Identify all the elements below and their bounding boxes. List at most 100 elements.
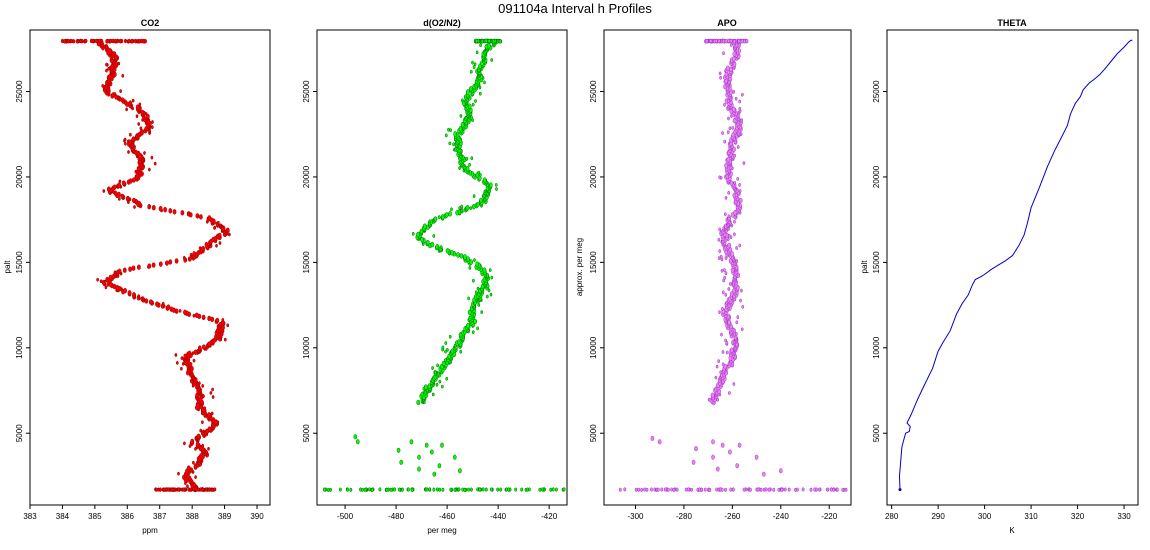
data-point [670, 487, 674, 492]
data-point [430, 449, 434, 455]
data-point [153, 161, 157, 166]
data-point [195, 213, 200, 219]
data-point [725, 65, 730, 71]
panel-co2: CO2 ppm palt 383 384 385 386 387 388 389 390 50… [3, 18, 271, 535]
data-point [742, 161, 746, 166]
data-point [204, 487, 208, 492]
y-axis-label: palt [860, 260, 869, 274]
data-point [469, 487, 473, 492]
data-point [728, 391, 731, 395]
data-point [432, 471, 437, 477]
x-axis-label: ppm [142, 526, 158, 535]
data-point [113, 92, 117, 96]
data-point [197, 345, 202, 351]
data-point [717, 38, 721, 44]
data-point [459, 253, 464, 259]
data-point [196, 433, 201, 439]
data-point [460, 98, 464, 103]
y-axis: 5000 10000 15000 20000 25000 [15, 80, 30, 442]
data-point [192, 460, 195, 465]
data-point [520, 487, 524, 492]
data-point [492, 39, 496, 44]
data-point [166, 304, 171, 310]
data-point [714, 375, 718, 380]
y-tick-label: 20000 [589, 165, 598, 188]
data-point [813, 487, 817, 492]
data-point [469, 86, 473, 92]
data-point [708, 487, 712, 492]
data-point [720, 442, 725, 448]
data-point [155, 301, 159, 307]
data-point [182, 487, 186, 492]
x-tick-label: -440 [490, 512, 507, 521]
data-point [452, 142, 455, 147]
data-point [459, 114, 463, 118]
x-tick-label: 387 [153, 512, 167, 521]
data-point [465, 157, 469, 161]
data-point [438, 487, 442, 492]
data-point [772, 487, 776, 492]
data-point [474, 99, 477, 103]
data-point [717, 359, 721, 364]
data-point [444, 212, 449, 218]
data-point [180, 210, 185, 216]
data-point [326, 487, 330, 492]
data-point [727, 116, 730, 121]
data-point [143, 151, 146, 155]
data-point [541, 487, 544, 492]
data-point [368, 487, 371, 492]
data-point [474, 290, 478, 295]
data-point [729, 487, 733, 492]
data-point [189, 252, 193, 257]
data-point [207, 412, 211, 418]
data-point [538, 487, 542, 492]
data-point [466, 322, 470, 329]
data-point [151, 120, 154, 124]
data-point [446, 348, 449, 352]
data-point [158, 261, 163, 267]
data-point [431, 366, 434, 370]
data-point [215, 243, 218, 248]
data-point [148, 299, 153, 305]
y-tick-label: 10000 [302, 336, 311, 359]
data-point [201, 246, 206, 252]
y-tick-label: 5000 [589, 424, 598, 442]
data-point [734, 96, 738, 101]
data-point [96, 277, 99, 282]
data-point [389, 487, 393, 492]
data-point [124, 141, 127, 146]
data-point [481, 487, 485, 492]
data-point [727, 287, 731, 291]
data-point [835, 487, 839, 492]
data-point [117, 182, 122, 188]
data-marks [60, 38, 231, 493]
data-point [480, 39, 484, 44]
data-point [396, 447, 401, 453]
data-point [732, 39, 736, 44]
data-point [727, 242, 732, 249]
data-point [164, 487, 168, 492]
data-point [147, 204, 152, 210]
data-point [435, 487, 439, 492]
data-point [103, 44, 107, 49]
data-point [201, 429, 205, 434]
data-point [174, 258, 179, 264]
data-point [742, 487, 746, 492]
data-point [170, 487, 174, 492]
data-point [166, 487, 170, 492]
data-point [99, 279, 103, 284]
x-tick-label: 300 [978, 512, 992, 521]
data-point [656, 487, 660, 492]
data-point [724, 292, 728, 297]
y-axis-label: approx. per meg [575, 238, 584, 296]
data-point [79, 38, 83, 44]
data-point [182, 255, 186, 260]
data-point [201, 314, 206, 321]
data-point [199, 214, 203, 220]
data-point [723, 268, 726, 273]
x-tick-label: -500 [337, 512, 354, 521]
data-point [505, 487, 508, 492]
data-point [437, 463, 442, 469]
data-point [738, 99, 742, 104]
data-point [188, 361, 193, 368]
